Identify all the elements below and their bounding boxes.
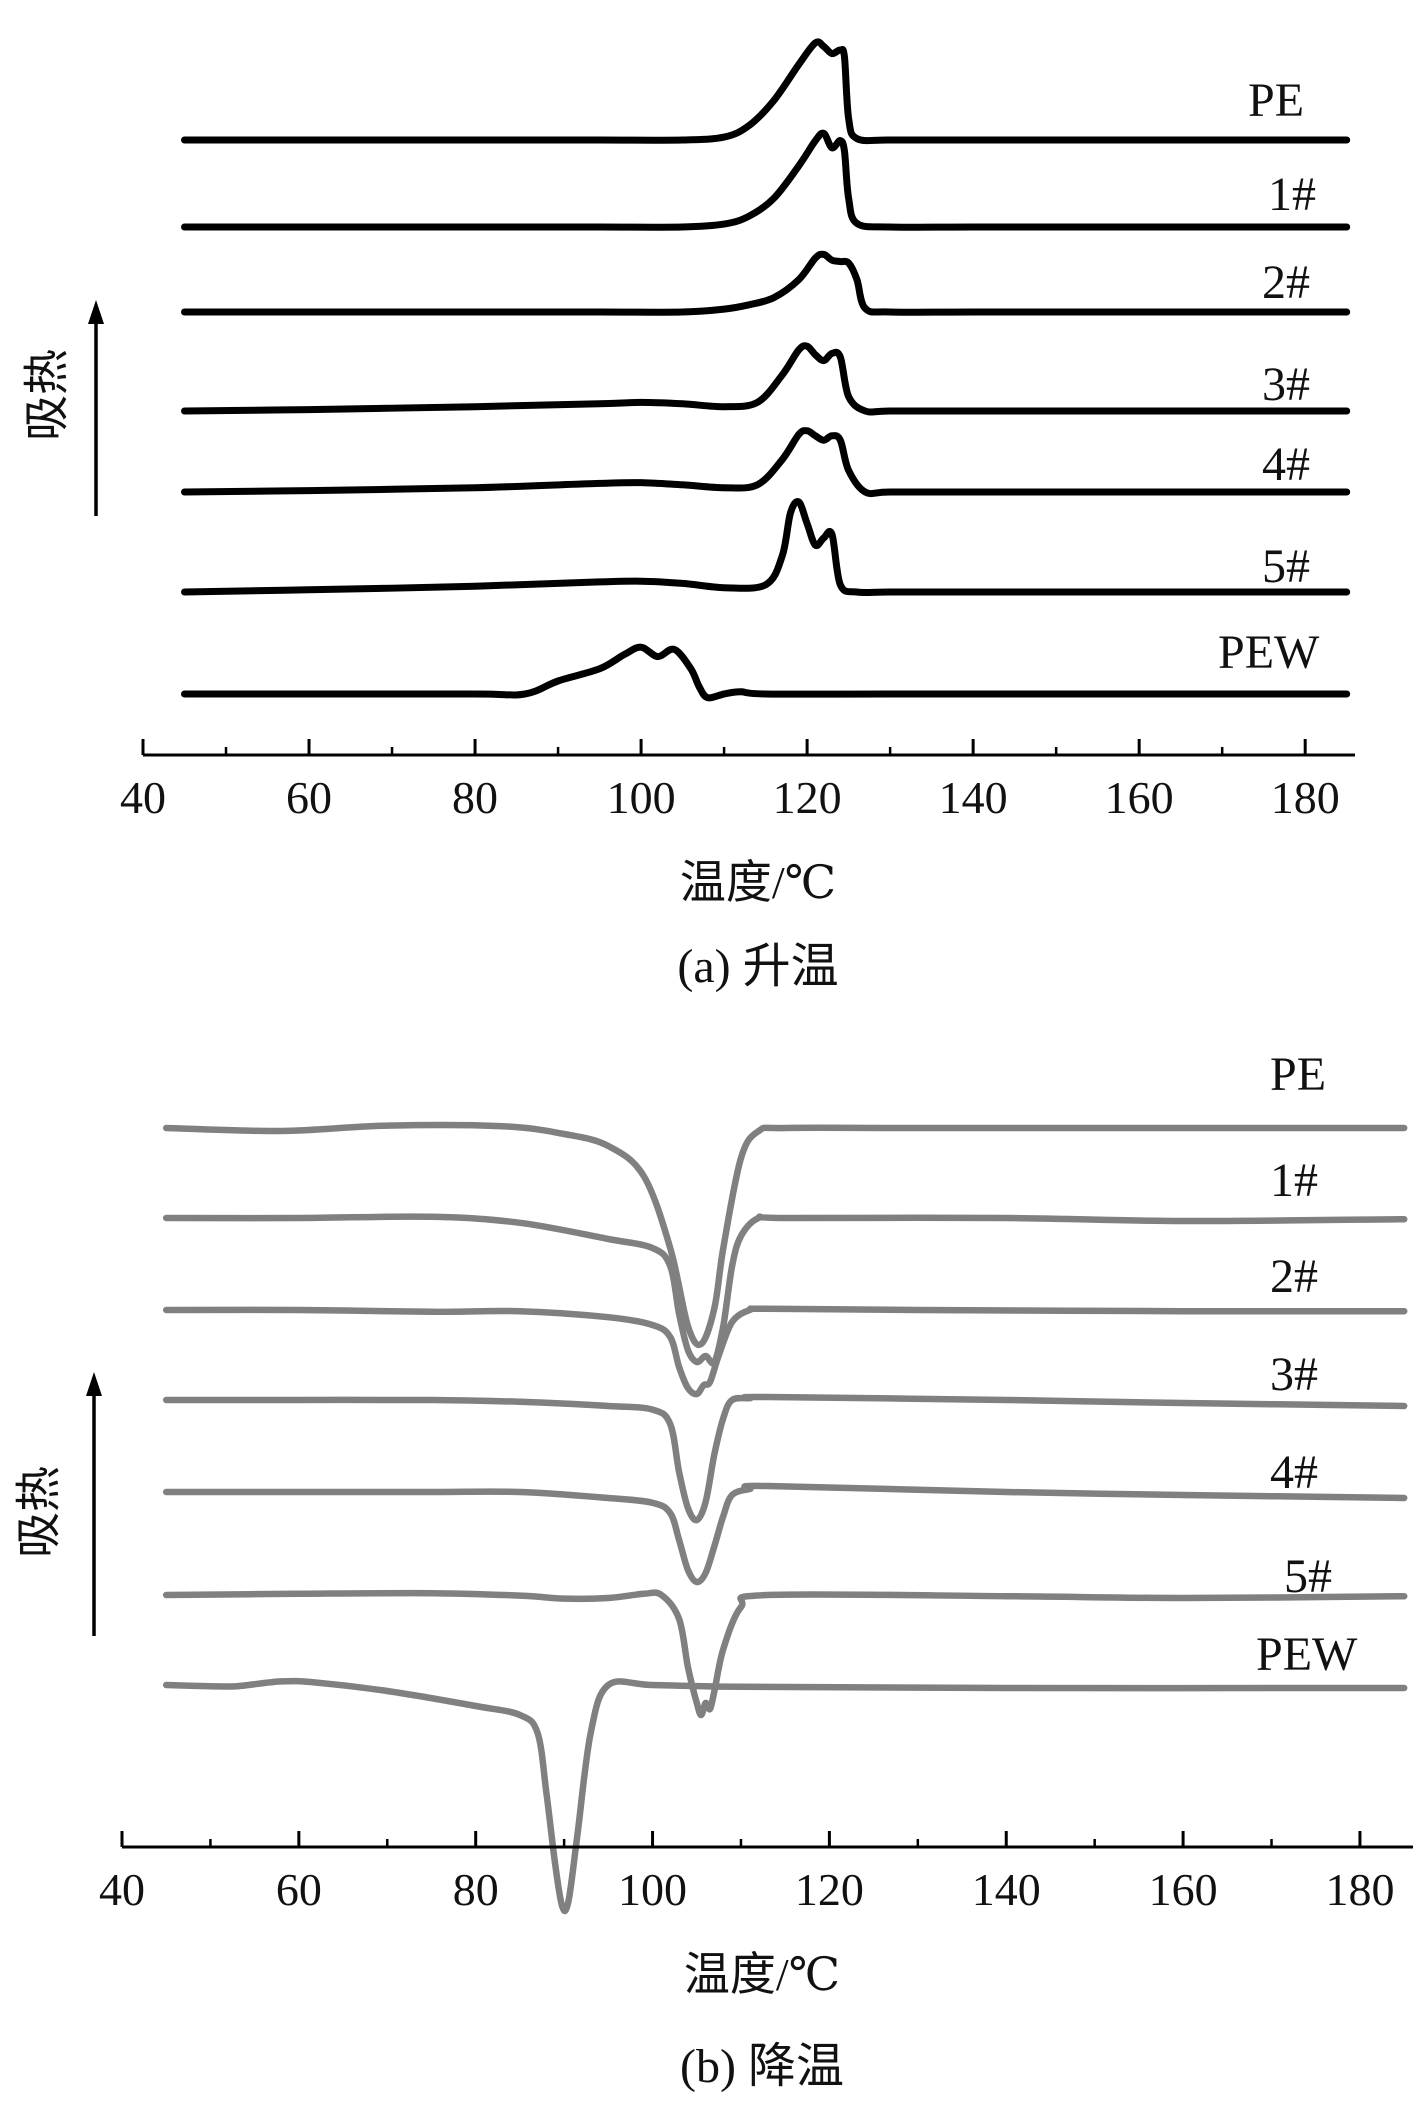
x-tick-label: 80 xyxy=(453,1864,499,1915)
x-tick-label: 60 xyxy=(286,772,332,823)
x-tick-label: 100 xyxy=(607,772,676,823)
x-tick-label: 60 xyxy=(276,1864,322,1915)
panel-a-x-axis: 40 60 80 100 120 140 160 180 xyxy=(120,739,1355,823)
series-label-pew: PEW xyxy=(1218,626,1320,679)
series-line-1 xyxy=(162,1213,1408,1367)
series-label-2: 2# xyxy=(1270,1250,1318,1303)
x-tick-label: 80 xyxy=(452,772,498,823)
panel-b: PE 1# 2# 3# 4# 5# PEW 40 60 80 100 120 140 160… xyxy=(14,1048,1413,2093)
x-tick-label: 120 xyxy=(773,772,842,823)
panel-a-y-arrow xyxy=(88,300,104,516)
series-label-2: 2# xyxy=(1262,256,1310,309)
x-tick-label: 160 xyxy=(1149,1864,1218,1915)
panel-b-x-axis-title: 温度/℃ xyxy=(684,1949,840,2000)
panel-b-y-arrow xyxy=(86,1372,102,1636)
series-label-5: 5# xyxy=(1284,1550,1332,1603)
panel-b-series-labels: PE 1# 2# 3# 4# 5# PEW xyxy=(1256,1048,1358,1681)
x-tick-label: 120 xyxy=(795,1864,864,1915)
panel-a-curves xyxy=(181,38,1351,702)
x-tick-label: 140 xyxy=(972,1864,1041,1915)
panel-b-y-axis-title: 吸热 xyxy=(14,1466,65,1558)
x-tick-label: 180 xyxy=(1325,1864,1394,1915)
x-tick-label: 160 xyxy=(1105,772,1174,823)
x-tick-label: 100 xyxy=(618,1864,687,1915)
panel-a-x-axis-title: 温度/℃ xyxy=(680,857,836,908)
series-line-pew xyxy=(181,643,1351,702)
series-label-3: 3# xyxy=(1262,358,1310,411)
series-line-3 xyxy=(162,1393,1408,1524)
series-label-5: 5# xyxy=(1262,540,1310,593)
panel-a-caption: (a) 升温 xyxy=(677,940,838,993)
series-line-pe xyxy=(181,38,1351,145)
x-tick-label: 140 xyxy=(939,772,1008,823)
series-line-5 xyxy=(162,1589,1408,1719)
series-line-3 xyxy=(181,342,1351,416)
series-label-pew: PEW xyxy=(1256,1628,1358,1681)
series-label-4: 4# xyxy=(1270,1446,1318,1499)
series-label-4: 4# xyxy=(1262,438,1310,491)
series-label-pe: PE xyxy=(1270,1048,1326,1101)
series-line-4 xyxy=(162,1482,1408,1586)
series-line-2 xyxy=(181,250,1351,316)
x-tick-label: 40 xyxy=(99,1864,145,1915)
panel-a-series-labels: PE 1# 2# 3# 4# 5# PEW xyxy=(1218,74,1320,679)
series-line-pe xyxy=(162,1121,1408,1348)
series-label-1: 1# xyxy=(1268,168,1316,221)
panel-b-curves xyxy=(162,1121,1408,1915)
x-tick-label: 40 xyxy=(120,772,166,823)
series-line-1 xyxy=(181,129,1351,231)
series-line-2 xyxy=(162,1305,1408,1398)
x-tick-label: 180 xyxy=(1271,772,1340,823)
series-line-5 xyxy=(181,498,1351,597)
panel-a: PE 1# 2# 3# 4# 5# PEW 40 60 80 100 120 140 160… xyxy=(22,38,1355,993)
panel-b-x-axis: 40 60 80 100 120 140 160 180 xyxy=(99,1831,1413,1915)
series-line-pew xyxy=(162,1677,1408,1915)
series-label-pe: PE xyxy=(1248,74,1304,127)
series-label-1: 1# xyxy=(1270,1154,1318,1207)
panel-a-y-axis-title: 吸热 xyxy=(22,349,73,441)
series-label-3: 3# xyxy=(1270,1348,1318,1401)
series-line-4 xyxy=(181,427,1351,498)
panel-b-caption: (b) 降温 xyxy=(680,2040,844,2093)
